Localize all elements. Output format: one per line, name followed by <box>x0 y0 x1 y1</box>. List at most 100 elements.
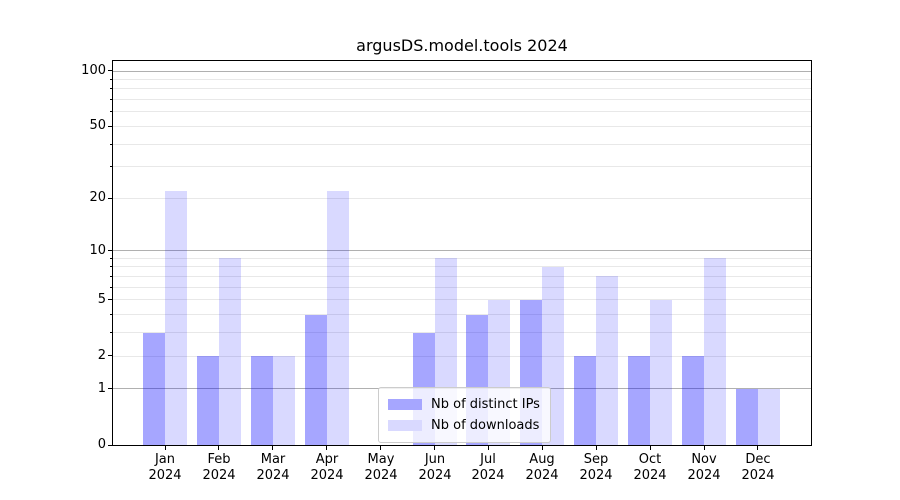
y-tick-label: 50 <box>89 118 106 133</box>
x-tick-label-may: May 2024 <box>349 452 413 484</box>
x-tick-label-jan: Jan 2024 <box>133 452 197 484</box>
x-tick-label-nov: Nov 2024 <box>672 452 736 484</box>
y-tick-mark <box>108 355 112 356</box>
bar-apr-distinct-ips <box>305 315 327 445</box>
y-gridline-minor <box>113 99 811 101</box>
y-tick-label: 10 <box>89 243 106 258</box>
chart-title: argusDS.model.tools 2024 <box>356 36 568 55</box>
x-tick-year: 2024 <box>633 468 667 483</box>
y-gridline-minor <box>113 111 811 113</box>
x-tick-year: 2024 <box>202 468 236 483</box>
y-minor-tick-mark <box>110 144 112 145</box>
y-gridline-major <box>113 250 811 252</box>
y-gridline-minor <box>113 257 811 259</box>
y-gridline-minor <box>113 332 811 334</box>
y-gridline-minor <box>113 355 811 357</box>
y-tick-label: 20 <box>89 190 106 205</box>
x-tick-year: 2024 <box>687 468 721 483</box>
x-tick-year: 2024 <box>256 468 290 483</box>
y-minor-tick-mark <box>110 276 112 277</box>
y-tick-label: 0 <box>97 437 106 452</box>
bar-nov-distinct-ips <box>682 356 704 445</box>
x-tick-month: Oct <box>638 452 662 467</box>
legend-label: Nb of downloads <box>431 418 540 433</box>
x-tick-label-mar: Mar 2024 <box>241 452 305 484</box>
x-tick-mark <box>757 446 758 450</box>
x-tick-month: Feb <box>207 452 231 467</box>
legend-swatch-downloads <box>388 420 422 431</box>
y-gridline-minor <box>113 276 811 277</box>
bar-sep-distinct-ips <box>574 356 596 445</box>
x-tick-mark <box>218 446 219 450</box>
bar-dec-downloads <box>758 389 780 445</box>
y-minor-tick-mark <box>110 332 112 333</box>
x-tick-label-dec: Dec 2024 <box>726 452 790 484</box>
bar-feb-downloads <box>219 258 241 445</box>
x-tick-mark <box>596 446 597 450</box>
y-gridline-minor <box>113 88 811 90</box>
y-minor-tick-mark <box>110 266 112 267</box>
y-tick-mark <box>108 250 112 251</box>
y-gridline-minor <box>113 299 811 301</box>
legend-swatch-distinct-ips <box>388 399 422 410</box>
x-tick-year: 2024 <box>148 468 182 483</box>
y-gridline-major <box>113 70 811 72</box>
bar-jan-distinct-ips <box>143 333 165 445</box>
bar-mar-downloads <box>273 356 295 445</box>
bar-sep-downloads <box>596 276 618 445</box>
x-tick-mark <box>488 446 489 450</box>
x-tick-year: 2024 <box>418 468 452 483</box>
x-tick-year: 2024 <box>471 468 505 483</box>
x-tick-mark <box>165 446 166 450</box>
bar-dec-distinct-ips <box>736 389 758 445</box>
y-minor-tick-mark <box>110 258 112 259</box>
x-tick-month: Jan <box>154 452 176 467</box>
y-tick-mark <box>108 388 112 389</box>
x-tick-month: Aug <box>529 452 555 467</box>
bar-oct-distinct-ips <box>628 356 650 445</box>
y-gridline-minor <box>113 266 811 268</box>
bar-mar-distinct-ips <box>251 356 273 445</box>
x-tick-mark <box>380 446 381 450</box>
y-minor-tick-mark <box>110 166 112 167</box>
y-gridline-minor <box>113 125 811 127</box>
y-minor-tick-mark <box>110 99 112 100</box>
x-tick-label-jun: Jun 2024 <box>403 452 467 484</box>
y-gridline-minor <box>113 197 811 199</box>
y-gridline-minor <box>113 143 811 145</box>
x-tick-year: 2024 <box>310 468 344 483</box>
y-tick-label: 5 <box>97 292 106 307</box>
x-tick-mark <box>326 446 327 450</box>
y-tick-mark <box>108 198 112 199</box>
x-tick-mark <box>272 446 273 450</box>
x-tick-label-feb: Feb 2024 <box>187 452 251 484</box>
bar-apr-downloads <box>327 191 349 445</box>
x-tick-month: Jul <box>480 452 496 467</box>
bar-oct-downloads <box>650 300 672 445</box>
x-tick-mark <box>542 446 543 450</box>
x-tick-year: 2024 <box>579 468 613 483</box>
bar-nov-downloads <box>704 258 726 445</box>
x-tick-label-aug: Aug 2024 <box>510 452 574 484</box>
y-minor-tick-mark <box>110 314 112 315</box>
bar-jan-downloads <box>165 191 187 445</box>
y-tick-mark <box>108 299 112 300</box>
x-tick-mark <box>650 446 651 450</box>
x-tick-year: 2024 <box>525 468 559 483</box>
y-tick-mark <box>108 445 112 446</box>
x-tick-label-apr: Apr 2024 <box>295 452 359 484</box>
y-gridline-minor <box>113 166 811 168</box>
plot-area: Nb of distinct IPs Nb of downloads <box>112 60 812 446</box>
bar-feb-distinct-ips <box>197 356 219 445</box>
x-tick-mark <box>434 446 435 450</box>
y-gridline-minor <box>113 286 811 288</box>
x-tick-year: 2024 <box>741 468 775 483</box>
y-gridline-minor <box>113 314 811 316</box>
y-minor-tick-mark <box>110 88 112 89</box>
y-tick-label: 1 <box>97 381 106 396</box>
x-tick-label-jul: Jul 2024 <box>456 452 520 484</box>
y-tick-label: 100 <box>81 63 106 78</box>
y-minor-tick-mark <box>110 79 112 80</box>
y-gridline-minor <box>113 78 811 80</box>
x-tick-month: Apr <box>315 452 339 467</box>
